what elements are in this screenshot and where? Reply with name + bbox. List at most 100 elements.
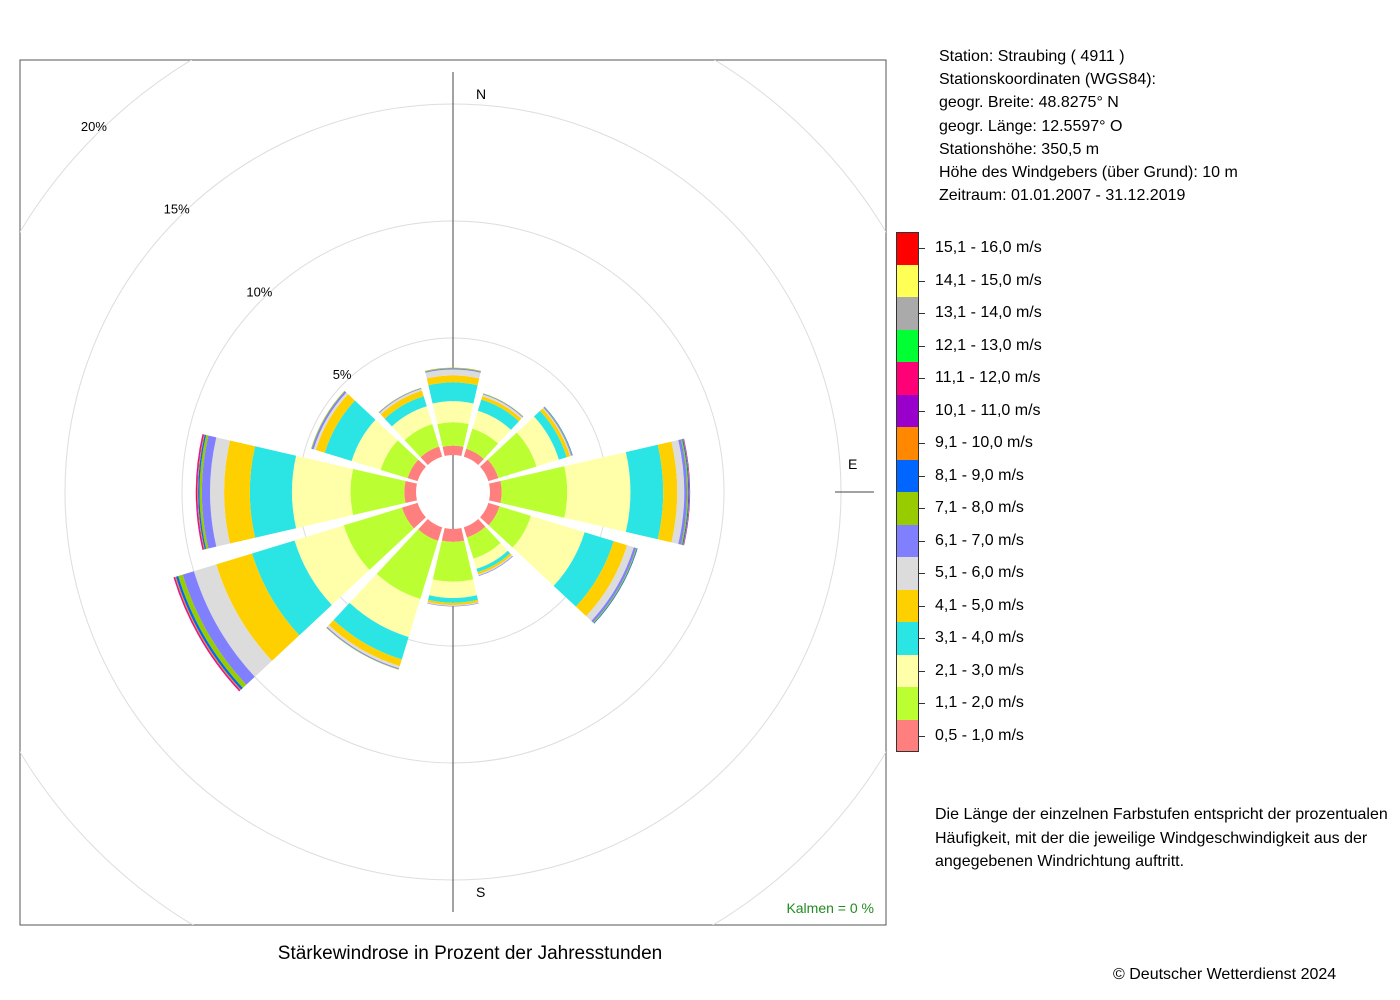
note-line-1: Die Länge der einzelnen Farbstufen entsp… <box>935 806 1388 823</box>
rose-sectors <box>173 367 691 692</box>
coords-header: Stationskoordinaten (WGS84): <box>939 71 1156 89</box>
legend-swatch <box>896 654 919 687</box>
direction-label-e: E <box>848 456 857 472</box>
sector-90-class-11 <box>683 438 691 546</box>
legend-label: 6,1 - 7,0 m/s <box>935 531 1024 549</box>
legend-label: 3,1 - 4,0 m/s <box>935 629 1024 646</box>
sector-240-class-1 <box>401 502 426 529</box>
sector-0-class-6 <box>425 369 481 379</box>
sector-210-class-6 <box>327 625 400 669</box>
legend-label: 13,1 - 14,0 m/s <box>935 304 1042 321</box>
sector-90-class-8 <box>681 439 689 545</box>
legend-label: 0,5 - 1,0 m/s <box>935 726 1024 744</box>
sector-270-class-12 <box>195 434 204 550</box>
sector-150-class-4 <box>476 550 511 573</box>
legend-tick <box>919 508 925 509</box>
sector-30-class-6 <box>482 394 523 419</box>
sector-90-class-4 <box>625 444 664 540</box>
sector-90-class-5 <box>657 441 678 543</box>
sector-240-class-4 <box>252 540 332 636</box>
sector-330-class-1 <box>420 446 443 465</box>
legend-swatch <box>896 427 919 460</box>
sector-30-class-1 <box>463 448 484 465</box>
legend-tick <box>919 410 925 412</box>
legend-tick <box>919 540 925 542</box>
sector-270 <box>195 434 417 550</box>
sector-60-class-3 <box>516 416 559 467</box>
sector-120-class-2 <box>488 506 531 548</box>
sector-300 <box>311 390 426 482</box>
sector-90-class-2 <box>500 466 568 518</box>
legend-swatch <box>896 622 919 655</box>
sector-210-class-4 <box>333 602 409 660</box>
sector-30-class-4 <box>477 399 519 430</box>
sector-0 <box>425 367 481 456</box>
sector-0-class-2 <box>437 422 469 447</box>
sector-0-class-7 <box>425 368 481 373</box>
legend-tick <box>919 280 925 282</box>
sector-60-class-5 <box>539 408 571 458</box>
sector-270-class-2 <box>350 468 406 516</box>
legend-tick <box>919 345 925 347</box>
legend-swatch <box>896 362 919 395</box>
sector-150 <box>463 519 514 577</box>
legend-tick <box>919 735 925 737</box>
time-period: Zeitraum: 01.01.2007 - 31.12.2019 <box>939 187 1186 205</box>
sector-300-class-6 <box>313 392 349 451</box>
sensor-height: Höhe des Windgebers (über Grund): 10 m <box>939 164 1238 182</box>
sector-30-class-3 <box>472 410 511 444</box>
sector-300-class-2 <box>380 440 419 479</box>
sector-150-class-3 <box>473 543 508 569</box>
legend-tick <box>919 573 925 574</box>
sector-210-class-1 <box>418 519 443 541</box>
sector-150-class-2 <box>466 526 501 559</box>
sector-90-class-6 <box>671 439 685 545</box>
sector-270-class-10 <box>197 434 205 550</box>
ring-label-1: 5% <box>333 367 352 382</box>
legend-swatch <box>896 297 919 330</box>
sector-90 <box>489 438 691 546</box>
chart-labels: N E S 5% 10% 15% 20% <box>81 86 857 900</box>
sector-270-class-1 <box>404 481 417 503</box>
copyright: © Deutscher Wetterdienst 2024 <box>1113 966 1337 983</box>
sector-60-class-2 <box>487 432 537 479</box>
sector-270-class-8 <box>199 434 209 550</box>
sector-180-class-7 <box>427 603 479 607</box>
sector-120-class-6 <box>586 545 634 621</box>
legend-label: 2,1 - 3,0 m/s <box>935 661 1024 679</box>
sector-180-class-6 <box>427 602 479 606</box>
station-elevation: Stationshöhe: 350,5 m <box>939 140 1100 158</box>
sector-270-class-4 <box>249 446 297 538</box>
sector-300-class-5 <box>315 394 355 453</box>
legend-label: 7,1 - 8,0 m/s <box>935 499 1024 516</box>
sector-240-class-7 <box>182 571 255 685</box>
legend-swatch <box>896 459 919 492</box>
direction-label-s: S <box>476 884 485 900</box>
legend-label: 14,1 - 15,0 m/s <box>935 271 1042 289</box>
legend-tick <box>919 605 925 607</box>
sector-0-class-3 <box>432 401 474 425</box>
sector-270-class-3 <box>291 455 354 529</box>
station-info: Station: Straubing ( 4911 ) Stationskoor… <box>939 45 1238 207</box>
sector-210-class-3 <box>349 573 421 638</box>
sector-270-class-9 <box>198 434 207 550</box>
sector-60-class-1 <box>480 459 499 482</box>
sector-240-class-8 <box>178 574 247 688</box>
sector-180-class-4 <box>428 595 478 603</box>
sector-90-class-9 <box>682 438 690 546</box>
sector-270-class-11 <box>196 434 204 550</box>
legend-swatch <box>896 492 919 525</box>
sector-0-class-5 <box>426 375 480 386</box>
sector-120 <box>480 502 638 624</box>
legend-label: 1,1 - 2,0 m/s <box>935 694 1024 711</box>
legend-label: 12,1 - 13,0 m/s <box>935 336 1042 354</box>
sector-60 <box>480 406 573 482</box>
sector-210-class-2 <box>376 529 439 599</box>
sector-120-class-4 <box>553 532 614 607</box>
legend-swatch <box>896 394 919 427</box>
sector-240 <box>173 502 426 692</box>
sector-180-class-2 <box>432 540 474 582</box>
sector-30-class-5 <box>481 396 522 422</box>
direction-label-n: N <box>476 86 486 102</box>
sector-210 <box>326 519 443 670</box>
